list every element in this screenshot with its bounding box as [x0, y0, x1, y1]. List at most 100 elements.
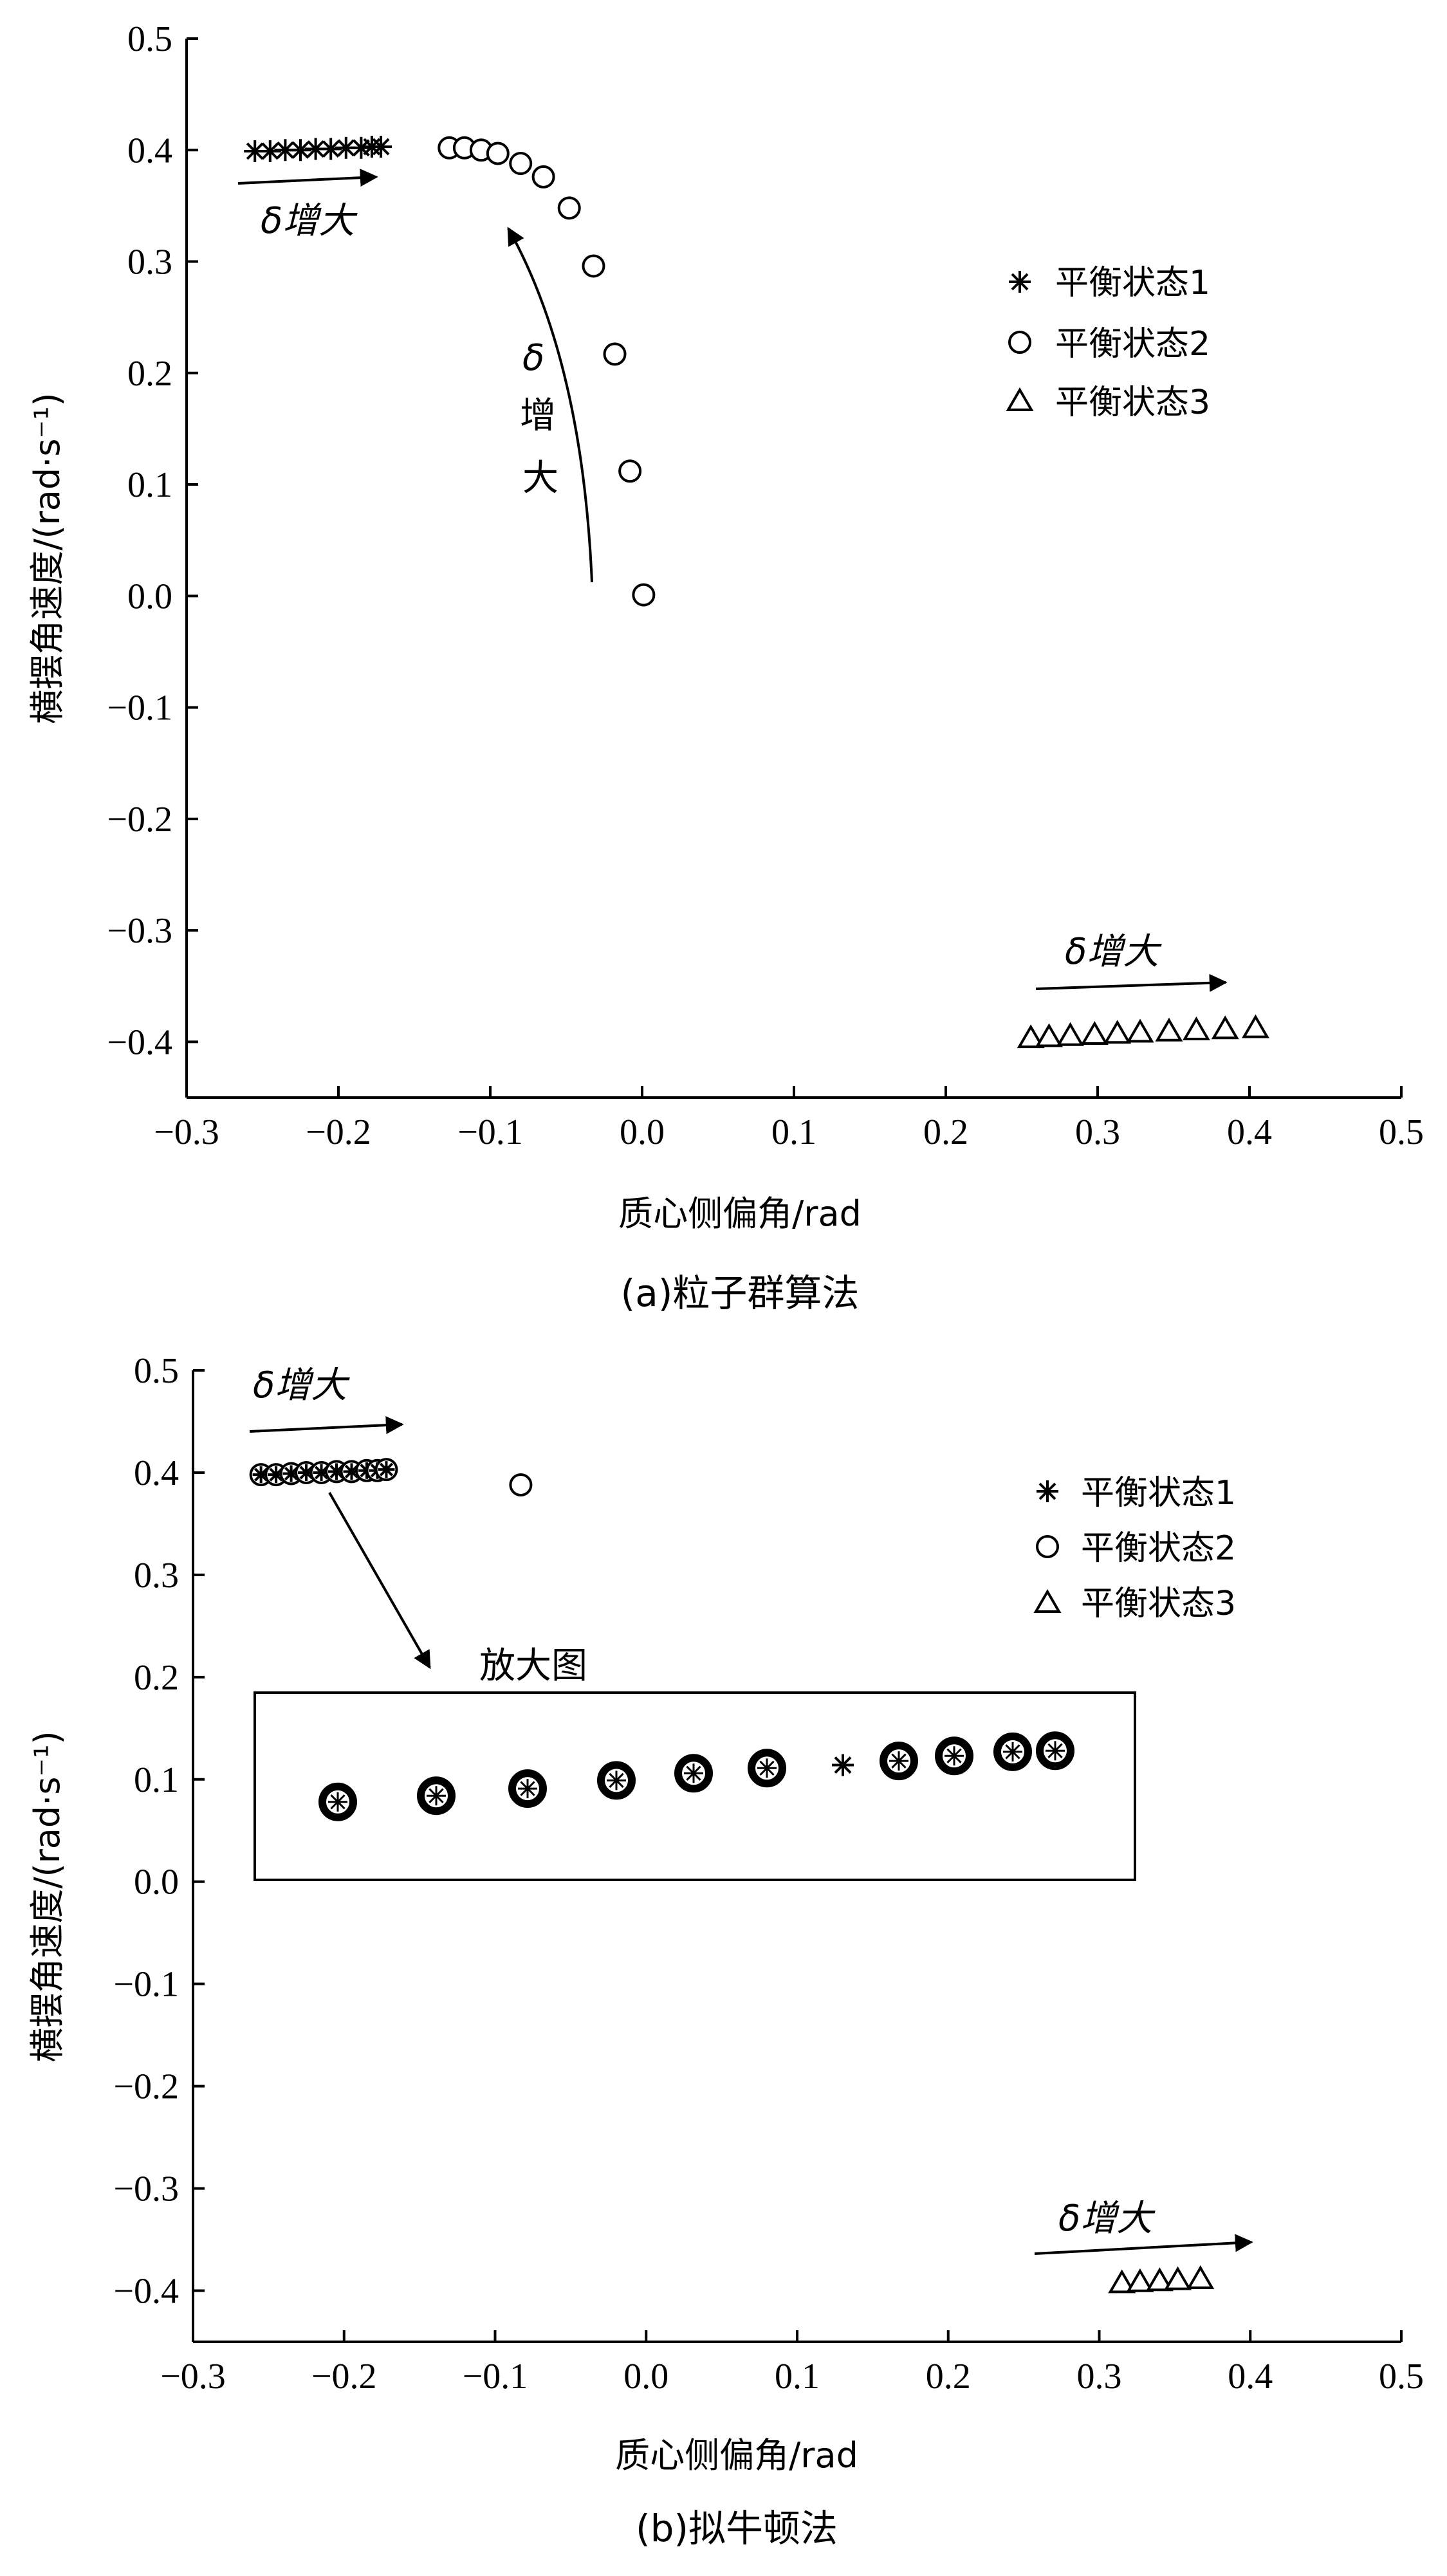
inset-marks — [318, 1731, 1074, 1821]
data-point — [374, 1458, 398, 1482]
marker-stroke — [276, 141, 294, 159]
data-point — [632, 583, 656, 607]
annotation-arrow — [249, 1416, 404, 1435]
axes-b: −0.3 −0.2 −0.1 0.0 0.1 0.2 0.3 0.4 0.5 −0.4 −0.3 −0… — [113, 1351, 1424, 2397]
legend-label: 平衡状态1 — [1055, 264, 1210, 302]
data-point — [1155, 1017, 1183, 1042]
legend-marker-asterisk — [1009, 271, 1031, 293]
data-point — [1056, 1022, 1084, 1046]
legend-marker-circle — [1008, 331, 1031, 354]
marker-stroke — [891, 1753, 907, 1769]
y-tick-label: −0.4 — [113, 2272, 179, 2312]
caption-b: (b)拟牛顿法 — [636, 2507, 838, 2550]
annotation-delta: δ — [522, 337, 544, 379]
legend-label: 平衡状态2 — [1081, 1529, 1236, 1568]
legend-label: 平衡状态2 — [1055, 325, 1210, 363]
y-tick-label: 0.0 — [127, 576, 172, 616]
marker-circle — [618, 459, 642, 483]
data-point — [674, 1754, 713, 1793]
marker-stroke — [372, 138, 390, 156]
x-tick-label: 0.1 — [775, 2357, 820, 2397]
marker-stroke — [246, 142, 264, 160]
y-tick-label: 0.2 — [134, 1658, 179, 1698]
data-point — [880, 1742, 918, 1781]
y-tick-label: 0.3 — [127, 243, 172, 282]
x-tick-label: −0.1 — [463, 2357, 528, 2397]
x-tick-label: 0.1 — [771, 1112, 816, 1152]
marker-triangle — [1033, 1589, 1062, 1613]
data-point — [1103, 1020, 1132, 1044]
x-tick-label: 0.2 — [926, 2357, 971, 2397]
y-tick-label: 0.5 — [134, 1351, 179, 1391]
marks-b — [249, 1458, 1215, 2294]
data-point — [1126, 2268, 1154, 2292]
annotations-b: δ增大 δ增大 — [249, 1365, 1253, 2255]
data-point — [1033, 1589, 1062, 1613]
data-point — [748, 1749, 786, 1788]
data-point — [1037, 1480, 1058, 1502]
data-point — [597, 1761, 636, 1800]
y-tick-label: 0.2 — [127, 354, 172, 394]
marker-stroke — [261, 142, 279, 160]
data-point — [318, 1782, 357, 1821]
x-tick-label: −0.2 — [306, 1112, 371, 1152]
y-tick-label: −0.2 — [113, 2067, 179, 2107]
x-tick-label: 0.3 — [1077, 2357, 1122, 2397]
marker-circle — [557, 196, 581, 220]
marker-stroke — [307, 140, 325, 158]
marker-stroke — [1047, 1743, 1063, 1758]
y-tick-label: 0.1 — [134, 1760, 179, 1800]
legend-marker-asterisk — [1037, 1480, 1058, 1502]
data-point — [618, 459, 642, 483]
data-point — [417, 1776, 456, 1816]
marker-stroke — [1011, 273, 1029, 291]
annotation-delta-increase: δ增大 — [253, 1365, 350, 1406]
y-tick-label: 0.4 — [127, 131, 172, 170]
data-point — [832, 1754, 854, 1776]
x-tick-label: 0.0 — [620, 1112, 665, 1152]
x-tick-label: 0.5 — [1379, 2357, 1424, 2397]
marker-stroke — [946, 1748, 962, 1763]
y-tick-label: −0.2 — [107, 800, 172, 840]
axes-a: −0.3 −0.2 −0.1 0.0 0.1 0.2 0.3 0.4 0.5 −0.4 −0.3 −0… — [107, 19, 1424, 1152]
data-point — [603, 342, 627, 366]
data-point — [582, 254, 605, 278]
marker-circle — [1036, 1535, 1059, 1558]
marker-stroke — [329, 1464, 344, 1478]
marker-triangle — [1126, 1018, 1154, 1043]
marker-stroke — [609, 1772, 624, 1789]
data-point — [370, 136, 392, 158]
data-point — [1035, 1023, 1063, 1047]
marker-triangle — [1108, 2269, 1136, 2294]
data-point — [1145, 2267, 1174, 2292]
marker-triangle — [1211, 1015, 1239, 1040]
x-tick-label: −0.1 — [457, 1112, 523, 1152]
annotation-arrow — [1034, 2234, 1253, 2255]
y-tick-label: −0.1 — [107, 688, 172, 728]
marker-triangle — [1017, 1024, 1045, 1049]
data-point — [486, 142, 510, 165]
annotation-arrow — [237, 169, 378, 187]
x-tick-label: 0.3 — [1075, 1112, 1120, 1152]
annotation-arrow — [1035, 973, 1228, 992]
y-tick-label: 0.4 — [134, 1453, 179, 1493]
chart-panel-b: −0.3 −0.2 −0.1 0.0 0.1 0.2 0.3 0.4 0.5 −0.4 −0.3 −0… — [27, 1351, 1424, 2550]
data-point — [1164, 2266, 1192, 2290]
marker-triangle — [1186, 2265, 1215, 2290]
chart-panel-a: −0.3 −0.2 −0.1 0.0 0.1 0.2 0.3 0.4 0.5 −0.4 −0.3 −0… — [27, 19, 1424, 1315]
data-point — [1008, 331, 1031, 354]
marker-triangle — [1056, 1022, 1084, 1046]
caption-a: (a)粒子群算法 — [621, 1271, 860, 1315]
marker-triangle — [1080, 1020, 1109, 1045]
y-axis-label-b: 横摆角速度/(rad·s⁻¹) — [27, 1731, 68, 2062]
data-point — [993, 1732, 1032, 1771]
legend-marker-circle — [1036, 1535, 1059, 1558]
marker-stroke — [330, 1794, 346, 1810]
marker-stroke — [759, 1760, 775, 1776]
x-axis-label-a: 质心侧偏角/rad — [618, 1193, 862, 1234]
y-tick-label: −0.4 — [107, 1022, 172, 1062]
marker-triangle — [1241, 1014, 1269, 1038]
data-point — [1006, 387, 1034, 411]
zoom-inset: 放大图 — [253, 1645, 1136, 1881]
